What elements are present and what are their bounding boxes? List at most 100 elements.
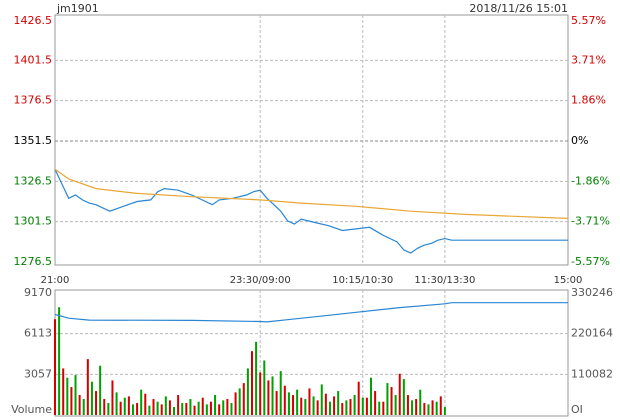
volume-bar: [123, 397, 126, 415]
volume-bar: [119, 401, 122, 415]
volume-bar: [300, 397, 303, 415]
volume-bar: [361, 397, 364, 415]
y2-tick-label: 110082: [571, 367, 613, 380]
volume-bar: [234, 392, 237, 415]
volume-bar: [439, 396, 442, 415]
volume-bar: [328, 401, 331, 415]
y-tick-label: 9170: [24, 286, 52, 299]
volume-bar: [62, 368, 65, 415]
symbol: jm1901: [56, 2, 99, 15]
volume-bar: [173, 407, 176, 415]
volume-bar: [66, 377, 69, 415]
volume-bar: [370, 377, 373, 415]
volume-bar: [136, 403, 139, 415]
volume-bar: [353, 395, 356, 415]
y-tick-label: Volume: [11, 403, 52, 416]
volume-bar: [226, 399, 229, 415]
volume-bar: [431, 400, 434, 415]
volume-bar: [82, 399, 85, 415]
y2-tick-label: 1.86%: [571, 94, 606, 107]
series-line: [54, 168, 569, 219]
volume-bar: [201, 397, 204, 415]
y-tick-label: 1351.5: [14, 134, 53, 147]
volume-bar: [144, 393, 147, 415]
volume-bar: [218, 404, 221, 415]
volume-bar: [386, 383, 389, 415]
volume-bar: [419, 389, 422, 415]
volume-bar: [275, 391, 278, 415]
volume-bar: [415, 399, 418, 415]
volume-bar: [115, 392, 118, 415]
volume-bar: [54, 319, 56, 415]
volume-bar: [435, 401, 438, 415]
volume-bar: [337, 391, 340, 415]
volume-bar: [390, 387, 393, 415]
volume-bar: [411, 400, 414, 415]
y2-tick-label: 3.71%: [571, 53, 606, 66]
volume-bar: [398, 373, 401, 415]
volume-bar: [103, 399, 106, 415]
volume-bar: [181, 403, 184, 415]
price-frame: [54, 14, 569, 266]
volume-bar: [111, 380, 114, 415]
volume-bar: [394, 395, 397, 415]
series-line: [54, 302, 568, 323]
y-tick-label: 1326.5: [14, 174, 53, 187]
volume-bar: [152, 399, 155, 415]
volume-bar: [205, 404, 208, 415]
x-tick-label: 11:30/13:30: [414, 275, 475, 286]
volume-bar: [271, 376, 274, 415]
volume-bar: [333, 396, 336, 415]
volume-bar: [99, 365, 102, 415]
volume-bar: [78, 395, 81, 415]
volume-bar: [140, 389, 143, 415]
volume-bar: [107, 403, 110, 415]
y2-tick-label: OI: [571, 403, 583, 416]
y2-tick-label: 5.57%: [571, 14, 606, 27]
volume-bar: [324, 393, 327, 415]
y2-tick-label: -3.71%: [571, 215, 610, 228]
y-tick-label: 1426.5: [14, 14, 53, 27]
volume-bar: [255, 341, 258, 415]
volume-bar: [287, 392, 290, 415]
volume-bar: [365, 397, 368, 415]
y2-tick-label: -1.86%: [571, 174, 610, 187]
volume-bar: [197, 401, 200, 415]
volume-bar: [263, 360, 266, 415]
x-tick-label: 23:30/09:00: [230, 275, 291, 286]
volume-bar: [267, 380, 270, 415]
volume-bar: [131, 404, 134, 415]
y2-tick-label: 0%: [571, 134, 588, 147]
volume-bar: [246, 368, 249, 415]
volume-bar: [74, 375, 77, 415]
volume-bar: [238, 388, 241, 415]
datetime: 2018/11/26 15:01: [469, 2, 568, 15]
volume-bar: [214, 395, 217, 415]
volume-bar: [209, 401, 212, 415]
volume-bar: [222, 400, 225, 415]
volume-bar: [95, 391, 98, 415]
volume-bar: [70, 387, 73, 415]
volume-bar: [160, 404, 163, 415]
volume-bar: [189, 399, 192, 415]
volume-bar: [185, 403, 188, 415]
volume-bar: [316, 400, 319, 415]
y2-tick-label: 330246: [571, 286, 613, 299]
volume-bar: [308, 388, 311, 415]
volume-bar: [242, 383, 245, 415]
volume-bar: [193, 405, 196, 415]
volume-bar: [349, 399, 352, 415]
volume-bar: [168, 400, 171, 415]
volume-bar: [156, 401, 159, 415]
volume-bar: [443, 407, 446, 415]
volume-bar: [402, 379, 405, 415]
volume-bar: [312, 396, 315, 415]
volume-bar: [148, 405, 151, 415]
volume-bar: [127, 396, 130, 415]
y-tick-label: 1376.5: [14, 94, 53, 107]
volume-bar: [382, 401, 385, 415]
volume-bar: [250, 351, 253, 415]
volume-bar: [283, 385, 286, 415]
volume-bar: [259, 372, 262, 415]
